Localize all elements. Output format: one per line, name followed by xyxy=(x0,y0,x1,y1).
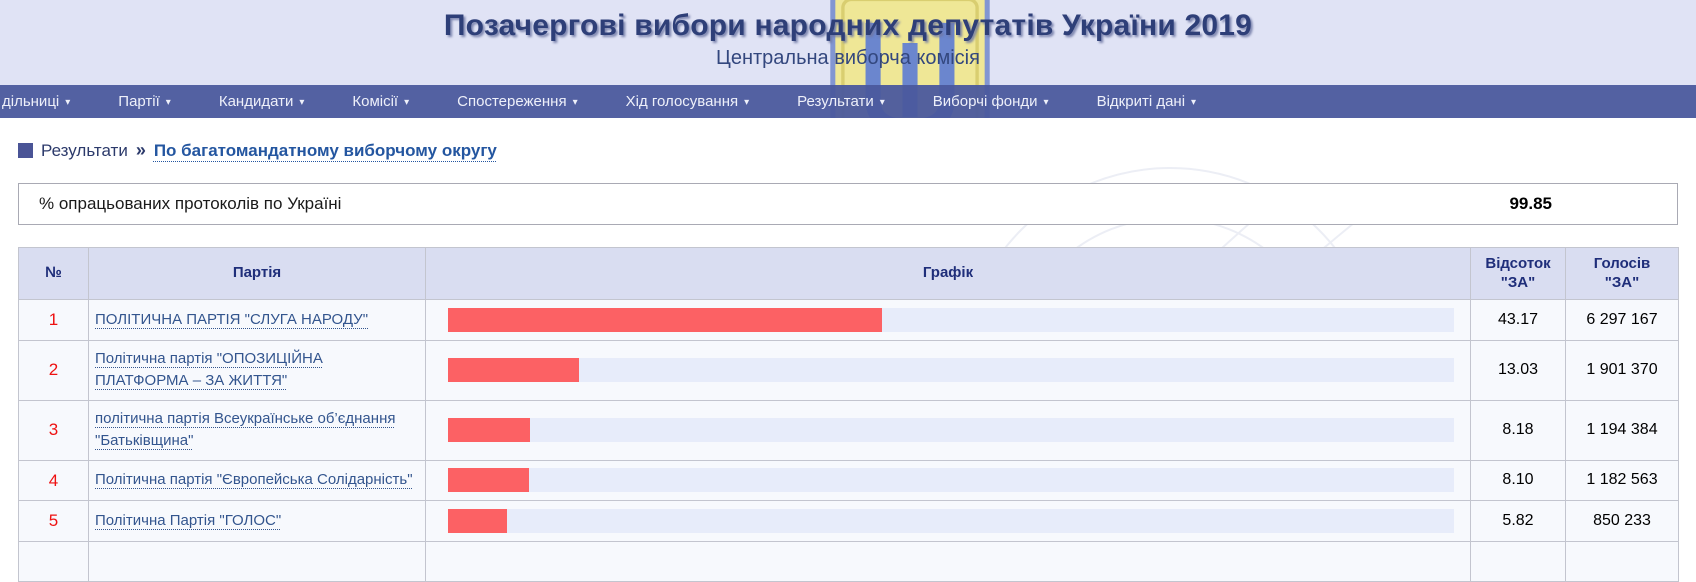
bar-track xyxy=(448,307,1454,332)
bar-track xyxy=(448,468,1454,493)
chevron-down-icon: ▾ xyxy=(879,97,885,108)
nav-item[interactable]: Кандидати ▾ xyxy=(195,93,329,110)
chevron-down-icon: ▾ xyxy=(165,97,171,108)
page-header: Позачергові вибори народних депутатів Ук… xyxy=(0,0,1696,174)
result-bar xyxy=(448,468,530,493)
nav-item[interactable]: Результати ▾ xyxy=(773,93,909,110)
column-header-percent: Відсоток "ЗА" xyxy=(1470,247,1566,300)
row-number: 4 xyxy=(18,459,89,501)
table-row xyxy=(18,540,1679,582)
protocols-value: 99.85 xyxy=(1509,194,1552,213)
chevron-down-icon: ▾ xyxy=(1191,97,1197,108)
percent-value: 5.82 xyxy=(1470,500,1566,542)
nav-item-label: Результати xyxy=(797,93,874,110)
nav-item[interactable]: Комісії ▾ xyxy=(328,93,433,110)
table-row: 4 Політична партія "Європейська Солідарні… xyxy=(18,459,1679,501)
bar-track xyxy=(448,418,1454,442)
table-row: 3 політична партія Всеукраїнське об’єднан… xyxy=(18,399,1679,461)
breadcrumb-page-link[interactable]: По багатомандатному виборчому округу xyxy=(153,140,497,160)
row-number: 5 xyxy=(18,500,89,542)
result-bar xyxy=(448,418,531,442)
table-row: 1 ПОЛІТИЧНА ПАРТІЯ "СЛУГА НАРОДУ" 43.17 6 2… xyxy=(18,299,1679,341)
nav-item[interactable]: Хід голосування ▾ xyxy=(602,93,774,110)
nav-item-label: Партії xyxy=(118,93,160,110)
party-link[interactable]: Політична Партія "ГОЛОС" xyxy=(95,511,282,529)
nav-item[interactable]: Виборчі фонди ▾ xyxy=(909,93,1073,110)
nav-item[interactable]: дільниці ▾ xyxy=(0,93,94,110)
nav-item[interactable]: Відкриті дані ▾ xyxy=(1073,93,1221,110)
row-number: 2 xyxy=(18,339,89,401)
party-link[interactable]: Політична партія "ОПОЗИЦІЙНА ПЛАТФОРМА –… xyxy=(95,349,323,390)
nav-item-label: Кандидати xyxy=(218,93,294,110)
breadcrumb-section: Результати xyxy=(41,140,128,160)
table-header-row: № Партія Графік Відсоток "ЗА" Голосів "З… xyxy=(18,247,1679,300)
content-area: Результати » По багатомандатному виборчо… xyxy=(0,118,1696,582)
percent-value: 43.17 xyxy=(1470,299,1566,341)
votes-value: 850 233 xyxy=(1565,500,1679,542)
percent-value: 8.10 xyxy=(1470,459,1566,501)
nav-item-label: Спостереження xyxy=(457,93,567,110)
result-bar xyxy=(448,508,507,533)
breadcrumb: Результати » По багатомандатному виборчо… xyxy=(18,118,1678,161)
votes-value: 1 901 370 xyxy=(1565,339,1679,401)
page-title: Позачергові вибори народних депутатів Ук… xyxy=(443,9,1253,42)
nav-item[interactable]: Спостереження ▾ xyxy=(433,93,601,110)
nav-item-label: Відкриті дані xyxy=(1096,93,1186,110)
row-number: 1 xyxy=(18,299,89,341)
chevron-down-icon: ▾ xyxy=(65,97,71,108)
protocols-label: % опрацьованих протоколів по Україні xyxy=(39,194,342,213)
chevron-down-icon: ▾ xyxy=(744,97,750,108)
results-table: № Партія Графік Відсоток "ЗА" Голосів "З… xyxy=(18,247,1679,582)
nav-item-label: Виборчі фонди xyxy=(932,93,1038,110)
bar-track xyxy=(448,358,1454,382)
breadcrumb-separator-icon: » xyxy=(135,140,146,160)
percent-value: 8.18 xyxy=(1470,399,1566,461)
nav-item[interactable]: Партії ▾ xyxy=(94,93,195,110)
party-link[interactable]: ПОЛІТИЧНА ПАРТІЯ "СЛУГА НАРОДУ" xyxy=(95,310,369,328)
main-nav: дільниці ▾ Партії ▾ Кандидати ▾ Комісії ▾ Спосте… xyxy=(0,85,1696,118)
row-number: 3 xyxy=(18,399,89,461)
result-bar xyxy=(448,307,883,332)
chevron-down-icon: ▾ xyxy=(1043,97,1049,108)
nav-item-label: Комісії xyxy=(352,93,399,110)
party-link[interactable]: політична партія Всеукраїнське об’єднанн… xyxy=(95,409,396,450)
table-row: 5 Політична Партія "ГОЛОС" 5.82 850 233 xyxy=(18,500,1679,542)
page-subtitle: Центральна виборча комісія xyxy=(716,47,980,69)
nav-item-label: Хід голосування xyxy=(625,93,739,110)
chevron-down-icon: ▾ xyxy=(404,97,410,108)
table-row: 2 Політична партія "ОПОЗИЦІЙНА ПЛАТФОРМА … xyxy=(18,339,1679,401)
nav-item-label: дільниці xyxy=(2,93,60,110)
chevron-down-icon: ▾ xyxy=(299,97,305,108)
chevron-down-icon: ▾ xyxy=(572,97,578,108)
bar-track xyxy=(448,508,1454,533)
column-header-party: Партія xyxy=(88,247,426,300)
party-link[interactable]: Політична партія "Європейська Солідарніс… xyxy=(95,471,413,488)
result-bar xyxy=(448,358,580,382)
column-header-chart: Графік xyxy=(425,247,1471,300)
votes-value: 1 194 384 xyxy=(1565,399,1679,461)
column-header-number: № xyxy=(18,247,89,300)
percent-value: 13.03 xyxy=(1470,339,1566,401)
votes-value: 6 297 167 xyxy=(1565,299,1679,341)
votes-value: 1 182 563 xyxy=(1565,459,1679,501)
breadcrumb-marker-icon xyxy=(18,143,33,158)
protocols-progress-box: % опрацьованих протоколів по Україні 99.… xyxy=(18,183,1678,225)
column-header-votes: Голосів "ЗА" xyxy=(1565,247,1679,300)
